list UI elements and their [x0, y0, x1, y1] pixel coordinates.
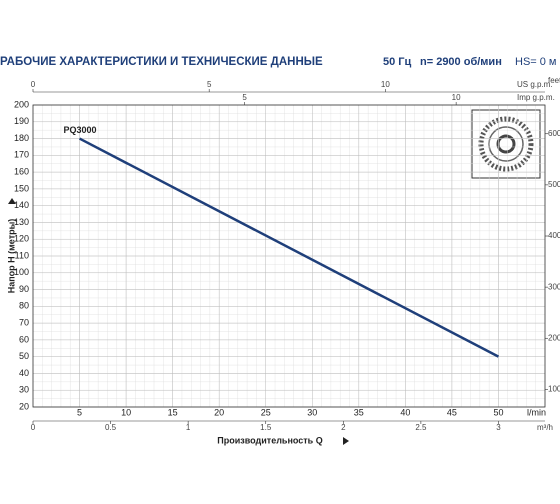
x-tick-label: 15	[168, 407, 178, 417]
suction-height: HS= 0 м	[515, 56, 557, 68]
tick-label: 2	[341, 423, 346, 432]
speed: n= 2900 об/мин	[420, 56, 502, 68]
tick-label: 300	[548, 282, 560, 291]
x-tick-label: 10	[121, 407, 131, 417]
y-tick-label: 120	[14, 234, 29, 244]
x-tick-label: 5	[77, 407, 82, 417]
y-tick-label: 140	[14, 200, 29, 210]
tick-label: 0	[31, 80, 36, 89]
y-tick-label: 40	[19, 368, 29, 378]
y-tick-label: 20	[19, 401, 29, 411]
y-tick-label: 70	[19, 317, 29, 327]
y-tick-label: 180	[14, 133, 29, 143]
y-tick-label: 90	[19, 284, 29, 294]
y-tick-label: 150	[14, 183, 29, 193]
tick-label: 1.5	[260, 423, 272, 432]
axis-unit: feet	[548, 76, 560, 85]
axis-unit: Imp g.p.m.	[517, 93, 555, 102]
arrow	[343, 437, 349, 445]
x-axis-label: Производительность Q	[217, 435, 322, 445]
y-tick-label: 160	[14, 166, 29, 176]
y-tick-label: 190	[14, 116, 29, 126]
tick-label: 200	[548, 333, 560, 342]
x-unit: l/min	[527, 407, 546, 417]
x-tick-label: 30	[307, 407, 317, 417]
tick-label: 5	[242, 93, 247, 102]
tick-label: 600	[548, 129, 560, 138]
tick-label: 2.5	[415, 423, 427, 432]
chart-title: РАБОЧИЕ ХАРАКТЕРИСТИКИ И ТЕХНИЧЕСКИЕ ДАН…	[0, 56, 323, 68]
y-tick-label: 170	[14, 150, 29, 160]
y-tick-label: 60	[19, 334, 29, 344]
y-tick-label: 100	[14, 267, 29, 277]
tick-label: 5	[207, 80, 212, 89]
series-label: PQ3000	[64, 125, 97, 135]
x-tick-label: 25	[261, 407, 271, 417]
x-tick-label: 20	[214, 407, 224, 417]
y-tick-label: 200	[14, 99, 29, 109]
x-tick-label: 40	[400, 407, 410, 417]
y-tick-label: 130	[14, 217, 29, 227]
y-tick-label: 110	[15, 250, 29, 260]
y-tick-label: 80	[19, 301, 29, 311]
arrow	[8, 198, 16, 204]
y-tick-label: 30	[19, 385, 29, 395]
tick-label: 0.5	[105, 423, 117, 432]
impeller-icon	[471, 109, 541, 179]
x-tick-label: 35	[354, 407, 364, 417]
tick-label: 10	[381, 80, 390, 89]
x-tick-label: 50	[493, 407, 503, 417]
tick-label: 0	[31, 423, 36, 432]
frequency: 50 Гц	[383, 56, 412, 68]
plot-frame	[32, 104, 546, 408]
tick-label: 1	[186, 423, 191, 432]
y-axis-label: Напор H (метры)	[6, 219, 16, 294]
y-tick-label: 50	[19, 351, 29, 361]
tick-label: 500	[548, 180, 560, 189]
tick-label: 10	[452, 93, 461, 102]
axis-unit: m³/h	[537, 423, 553, 432]
axis-unit: US g.p.m.	[517, 80, 553, 89]
tick-label: 100	[548, 385, 560, 394]
tick-label: 400	[548, 231, 560, 240]
x-tick-label: 45	[447, 407, 457, 417]
tick-label: 3	[496, 423, 501, 432]
series-line	[78, 137, 500, 358]
